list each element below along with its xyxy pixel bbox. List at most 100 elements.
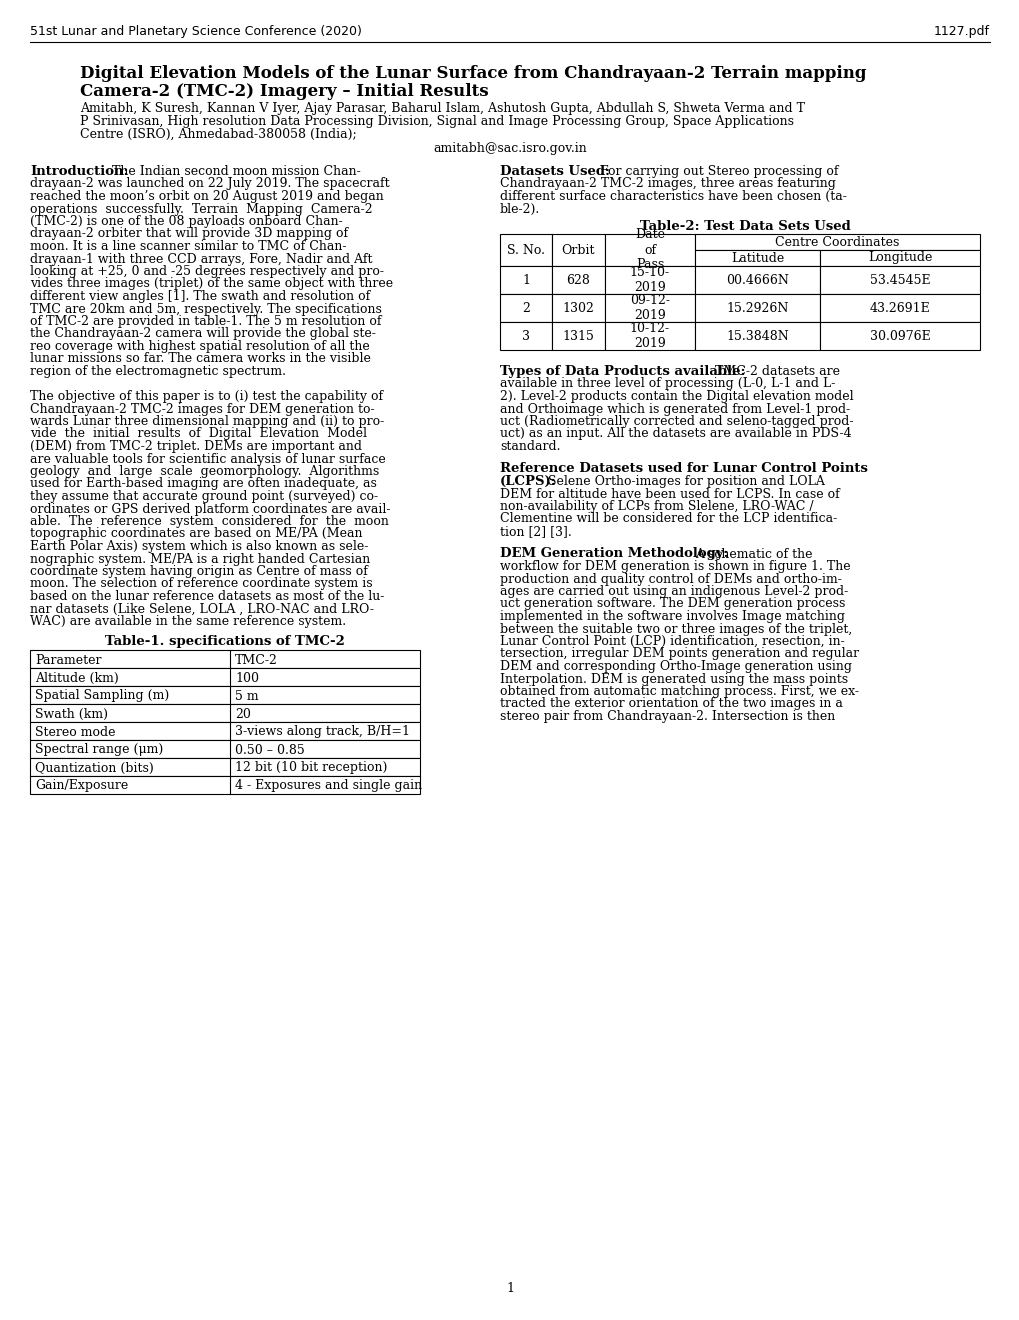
Text: S. No.: S. No.: [506, 243, 544, 256]
Text: production and quality control of DEMs and ortho-im-: production and quality control of DEMs a…: [499, 573, 841, 586]
Text: drayaan-2 was launched on 22 July 2019. The spacecraft: drayaan-2 was launched on 22 July 2019. …: [30, 177, 389, 190]
Text: tracted the exterior orientation of the two images in a: tracted the exterior orientation of the …: [499, 697, 842, 710]
Bar: [551, 322, 604, 350]
Text: vide  the  initial  results  of  Digital  Elevation  Model: vide the initial results of Digital Elev…: [30, 428, 367, 441]
Text: able.  The  reference  system  considered  for  the  moon: able. The reference system considered fo…: [30, 515, 388, 528]
Text: Orbit: Orbit: [561, 243, 595, 256]
Text: 1: 1: [505, 1282, 514, 1295]
Text: ordinates or GPS derived platform coordinates are avail-: ordinates or GPS derived platform coordi…: [30, 503, 390, 516]
Text: wards Lunar three dimensional mapping and (ii) to pro-: wards Lunar three dimensional mapping an…: [30, 414, 384, 428]
Text: Digital Elevation Models of the Lunar Surface from Chandrayaan-2 Terrain mapping: Digital Elevation Models of the Lunar Su…: [79, 65, 866, 82]
Text: 4 - Exposures and single gain: 4 - Exposures and single gain: [234, 780, 422, 792]
Text: tion [2] [3].: tion [2] [3].: [499, 525, 572, 539]
Text: obtained from automatic matching process. First, we ex-: obtained from automatic matching process…: [499, 685, 858, 698]
Text: and Orthoimage which is generated from Level-1 prod-: and Orthoimage which is generated from L…: [499, 403, 850, 416]
Text: TMC-2 datasets are: TMC-2 datasets are: [714, 366, 840, 378]
Text: Gain/Exposure: Gain/Exposure: [35, 780, 128, 792]
Text: they assume that accurate ground point (surveyed) co-: they assume that accurate ground point (…: [30, 490, 378, 503]
Text: A schematic of the: A schematic of the: [694, 548, 812, 561]
Bar: [604, 322, 694, 350]
Text: vides three images (triplet) of the same object with three: vides three images (triplet) of the same…: [30, 277, 392, 290]
Text: 2). Level-2 products contain the Digital elevation model: 2). Level-2 products contain the Digital…: [499, 389, 853, 403]
Text: Interpolation. DEM is generated using the mass points: Interpolation. DEM is generated using th…: [499, 672, 847, 685]
Text: moon. It is a line scanner similar to TMC of Chan-: moon. It is a line scanner similar to TM…: [30, 240, 346, 253]
Text: 15-10-
2019: 15-10- 2019: [630, 267, 669, 294]
Text: tersection, irregular DEM points generation and regular: tersection, irregular DEM points generat…: [499, 648, 858, 660]
Text: Table-2: Test Data Sets Used: Table-2: Test Data Sets Used: [639, 220, 850, 234]
Text: uct (Radiometrically corrected and seleno-tagged prod-: uct (Radiometrically corrected and selen…: [499, 414, 853, 428]
Text: standard.: standard.: [499, 440, 560, 453]
Bar: [499, 234, 551, 267]
Bar: [30, 722, 420, 739]
Bar: [694, 322, 819, 350]
Text: WAC) are available in the same reference system.: WAC) are available in the same reference…: [30, 615, 345, 628]
Text: 15.3848N: 15.3848N: [726, 330, 788, 342]
Text: 00.4666N: 00.4666N: [726, 273, 788, 286]
Bar: [30, 649, 420, 668]
Text: used for Earth-based imaging are often inadequate, as: used for Earth-based imaging are often i…: [30, 478, 376, 491]
Text: Latitude: Latitude: [731, 252, 784, 264]
Text: uct) as an input. All the datasets are available in PDS-4: uct) as an input. All the datasets are a…: [499, 428, 851, 441]
Bar: [30, 739, 420, 758]
Bar: [694, 267, 819, 294]
Text: Lunar Control Point (LCP) identification, resection, in-: Lunar Control Point (LCP) identification…: [499, 635, 844, 648]
Text: 51st Lunar and Planetary Science Conference (2020): 51st Lunar and Planetary Science Confere…: [30, 25, 362, 38]
Bar: [499, 267, 551, 294]
Text: 10-12-
2019: 10-12- 2019: [630, 322, 669, 350]
Bar: [694, 294, 819, 322]
Text: Table-1. specifications of TMC-2: Table-1. specifications of TMC-2: [105, 635, 344, 648]
Bar: [30, 704, 420, 722]
Text: Chandrayaan-2 TMC-2 images, three areas featuring: Chandrayaan-2 TMC-2 images, three areas …: [499, 177, 835, 190]
Text: Datasets Used:: Datasets Used:: [499, 165, 609, 178]
Text: between the suitable two or three images of the triplet,: between the suitable two or three images…: [499, 623, 852, 635]
Text: 3-views along track, B/H=1: 3-views along track, B/H=1: [234, 726, 410, 738]
Text: Clementine will be considered for the LCP identifica-: Clementine will be considered for the LC…: [499, 512, 837, 525]
Text: P Srinivasan, High resolution Data Processing Division, Signal and Image Process: P Srinivasan, High resolution Data Proce…: [79, 115, 793, 128]
Text: uct generation software. The DEM generation process: uct generation software. The DEM generat…: [499, 598, 845, 610]
Text: 628: 628: [566, 273, 590, 286]
Text: Types of Data Products available:: Types of Data Products available:: [499, 366, 745, 378]
Text: 20: 20: [234, 708, 251, 721]
Text: nographic system. ME/PA is a right handed Cartesian: nographic system. ME/PA is a right hande…: [30, 553, 370, 565]
Text: 0.50 – 0.85: 0.50 – 0.85: [234, 743, 305, 756]
Text: reached the moon’s orbit on 20 August 2019 and began: reached the moon’s orbit on 20 August 20…: [30, 190, 383, 203]
Text: looking at +25, 0 and -25 degrees respectively and pro-: looking at +25, 0 and -25 degrees respec…: [30, 265, 383, 279]
Text: Longitude: Longitude: [867, 252, 931, 264]
Text: stereo pair from Chandrayaan-2. Intersection is then: stereo pair from Chandrayaan-2. Intersec…: [499, 710, 835, 723]
Bar: [819, 249, 979, 267]
Text: TMC-2: TMC-2: [234, 653, 277, 667]
Text: Spatial Sampling (m): Spatial Sampling (m): [35, 689, 169, 702]
Text: Altitude (km): Altitude (km): [35, 672, 118, 685]
Text: Stereo mode: Stereo mode: [35, 726, 115, 738]
Text: 2: 2: [522, 301, 530, 314]
Text: (DEM) from TMC-2 triplet. DEMs are important and: (DEM) from TMC-2 triplet. DEMs are impor…: [30, 440, 362, 453]
Bar: [30, 758, 420, 776]
Text: different surface characteristics have been chosen (ta-: different surface characteristics have b…: [499, 190, 846, 203]
Text: Centre (ISRO), Ahmedabad-380058 (India);: Centre (ISRO), Ahmedabad-380058 (India);: [79, 128, 357, 141]
Text: 1127.pdf: 1127.pdf: [933, 25, 989, 38]
Text: DEM Generation Methodology:: DEM Generation Methodology:: [499, 548, 728, 561]
Text: available in three level of processing (L-0, L-1 and L-: available in three level of processing (…: [499, 378, 835, 391]
Text: (LCPS):: (LCPS):: [499, 475, 556, 488]
Text: coordinate system having origin as Centre of mass of: coordinate system having origin as Centr…: [30, 565, 368, 578]
Text: Reference Datasets used for Lunar Control Points: Reference Datasets used for Lunar Contro…: [499, 462, 867, 475]
Text: 5 m: 5 m: [234, 689, 259, 702]
Text: The Indian second moon mission Chan-: The Indian second moon mission Chan-: [112, 165, 361, 178]
Text: reo coverage with highest spatial resolution of all the: reo coverage with highest spatial resolu…: [30, 341, 370, 352]
Text: Camera-2 (TMC-2) Imagery – Initial Results: Camera-2 (TMC-2) Imagery – Initial Resul…: [79, 83, 488, 100]
Text: drayaan-1 with three CCD arrays, Fore, Nadir and Aft: drayaan-1 with three CCD arrays, Fore, N…: [30, 252, 372, 265]
Bar: [499, 294, 551, 322]
Text: 43.2691E: 43.2691E: [869, 301, 929, 314]
Text: of TMC-2 are provided in table-1. The 5 m resolution of: of TMC-2 are provided in table-1. The 5 …: [30, 315, 381, 327]
Text: Swath (km): Swath (km): [35, 708, 108, 721]
Text: different view angles [1]. The swath and resolution of: different view angles [1]. The swath and…: [30, 290, 370, 304]
Text: 53.4545E: 53.4545E: [869, 273, 929, 286]
Text: Earth Polar Axis) system which is also known as sele-: Earth Polar Axis) system which is also k…: [30, 540, 368, 553]
Bar: [604, 294, 694, 322]
Text: Quantization (bits): Quantization (bits): [35, 762, 154, 775]
Text: 30.0976E: 30.0976E: [869, 330, 929, 342]
Text: geology  and  large  scale  geomorphology.  Algorithms: geology and large scale geomorphology. A…: [30, 465, 379, 478]
Text: are valuable tools for scientific analysis of lunar surface: are valuable tools for scientific analys…: [30, 453, 385, 466]
Text: 1315: 1315: [562, 330, 594, 342]
Text: 12 bit (10 bit reception): 12 bit (10 bit reception): [234, 762, 387, 775]
